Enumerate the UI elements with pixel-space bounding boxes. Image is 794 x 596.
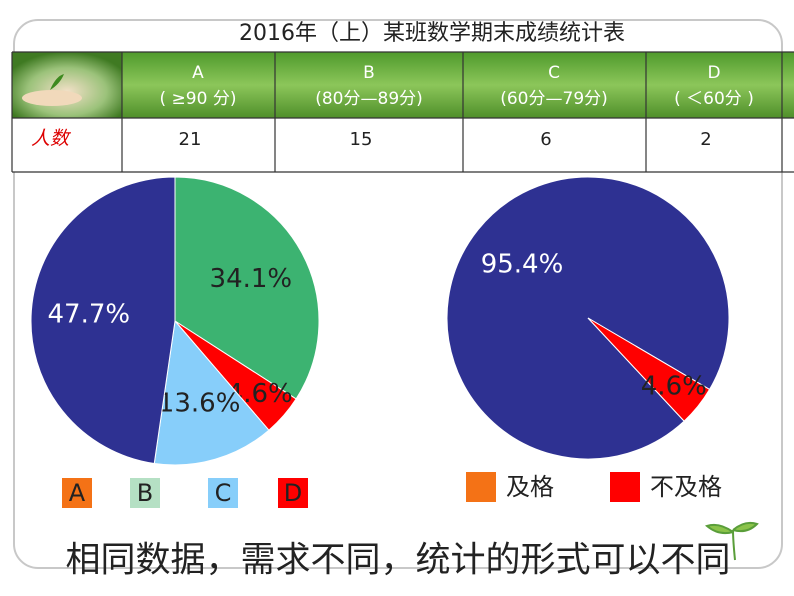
legend-swatch xyxy=(610,472,640,502)
header-grade: D xyxy=(707,63,720,83)
slice-label: 4.6% xyxy=(641,371,707,401)
count-cell: 21 xyxy=(179,129,202,150)
legend-swatch xyxy=(278,478,308,508)
count-cell: 2 xyxy=(700,129,711,150)
title: 2016年（上）某班数学期末成绩统计表 xyxy=(239,21,625,46)
table: 人数 xyxy=(11,51,794,173)
legend-swatch xyxy=(466,472,496,502)
legend-label: A xyxy=(69,479,86,507)
table-lines xyxy=(11,51,794,173)
pie-slice xyxy=(174,176,320,400)
slice-label: 47.7% xyxy=(48,299,131,329)
legend-label: D xyxy=(284,479,302,507)
header-range: (80分—89分) xyxy=(315,89,423,109)
header-grade: A xyxy=(192,63,204,83)
slice-label: 95.4% xyxy=(481,250,564,280)
legend-swatch xyxy=(62,478,92,508)
header-grade: C xyxy=(548,63,560,83)
hands xyxy=(22,90,82,106)
pie-slice xyxy=(30,176,176,465)
legend-label: C xyxy=(215,479,232,507)
legend-label: B xyxy=(137,479,153,507)
header-range: ( ≥90 分) xyxy=(160,89,237,109)
frame xyxy=(13,19,783,569)
count-cell: 6 xyxy=(540,129,551,150)
header-row xyxy=(12,52,794,118)
count-cell: 15 xyxy=(350,129,373,150)
sprout xyxy=(50,74,64,90)
pie-slice xyxy=(153,319,270,466)
slice-label: 13.6% xyxy=(158,388,241,418)
data-row xyxy=(12,118,794,172)
legend-swatch xyxy=(208,478,238,508)
legend-label: 及格 xyxy=(506,473,554,501)
legend-swatch xyxy=(130,478,160,508)
slice-label: 34.1% xyxy=(210,264,293,294)
pie-slice xyxy=(587,317,711,422)
header-grade: B xyxy=(363,63,375,83)
legend-label: 不及格 xyxy=(650,473,722,501)
header-range: ( ＜60分 ) xyxy=(674,89,754,109)
header-range: (60分—79分) xyxy=(500,89,608,109)
caption: 相同数据，需求不同，统计的形式可以不同 xyxy=(65,541,730,581)
header-image xyxy=(12,52,122,118)
sprout-icon xyxy=(704,521,759,561)
row-label: 人数 xyxy=(31,128,72,149)
